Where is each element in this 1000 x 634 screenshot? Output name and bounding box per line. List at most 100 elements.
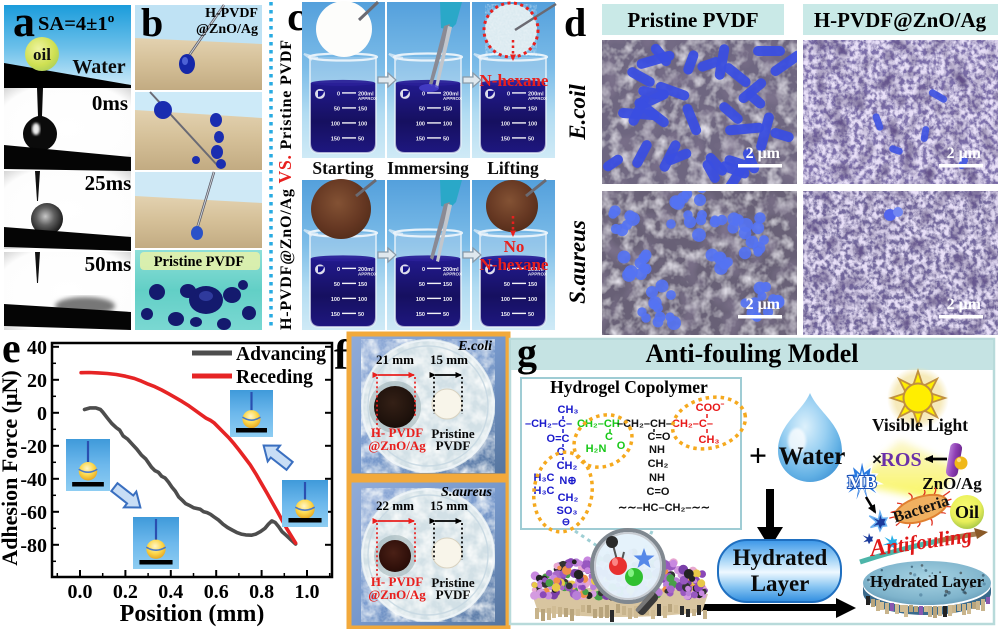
svg-text:PVDF: PVDF	[436, 587, 471, 602]
svg-text:APPROX: APPROX	[528, 271, 547, 276]
svg-text:APPROX: APPROX	[528, 96, 547, 101]
svg-text:C=O: C=O	[647, 486, 670, 498]
svg-text:20: 20	[27, 370, 47, 392]
svg-text:S.aureus: S.aureus	[565, 220, 590, 304]
svg-text:APPROX: APPROX	[443, 96, 462, 101]
svg-text:0: 0	[37, 403, 47, 425]
svg-text:NH: NH	[649, 444, 665, 456]
svg-text:0ms: 0ms	[92, 91, 128, 115]
svg-text:50: 50	[419, 282, 425, 288]
svg-text:0.6: 0.6	[204, 581, 229, 603]
svg-text:0: 0	[507, 267, 510, 273]
svg-text:150: 150	[443, 282, 452, 288]
svg-text:⊖: ⊖	[562, 517, 570, 528]
svg-text:SA=4±1º: SA=4±1º	[38, 13, 115, 35]
svg-text:0: 0	[422, 91, 425, 97]
svg-text:150: 150	[501, 136, 510, 142]
svg-text:@ZnO/Ag: @ZnO/Ag	[368, 438, 426, 453]
svg-text:100: 100	[358, 121, 367, 127]
svg-text:CH₂–C–: CH₂–C–	[672, 418, 713, 430]
svg-text:Hydrated Layer: Hydrated Layer	[870, 572, 984, 591]
svg-text:15 mm: 15 mm	[430, 498, 468, 513]
svg-text:1.0: 1.0	[295, 581, 320, 603]
svg-text:–CH₂–C–: –CH₂–C–	[525, 418, 572, 430]
svg-text:100: 100	[416, 121, 425, 127]
svg-text:Hydrated: Hydrated	[733, 545, 828, 570]
svg-text:SO₃: SO₃	[557, 505, 578, 517]
svg-text:200ml: 200ml	[528, 267, 544, 273]
svg-text:100: 100	[528, 121, 537, 127]
svg-text:21 mm: 21 mm	[376, 352, 414, 367]
svg-text:200ml: 200ml	[528, 91, 544, 97]
svg-text:Starting: Starting	[312, 158, 374, 178]
svg-text:100: 100	[331, 297, 340, 303]
svg-text:2 μm: 2 μm	[746, 145, 781, 162]
svg-text:c: c	[287, 0, 305, 39]
svg-text:Pristine PVDF: Pristine PVDF	[154, 254, 245, 270]
svg-text:COOˉ: COOˉ	[696, 402, 725, 414]
svg-text:N-hexane: N-hexane	[480, 255, 549, 274]
svg-text:150: 150	[528, 106, 537, 112]
svg-text:ZnO/Ag: ZnO/Ag	[922, 474, 982, 493]
svg-text:CH₂–CH: CH₂–CH	[577, 418, 620, 430]
svg-text:APPROX: APPROX	[358, 96, 377, 101]
svg-text:Layer: Layer	[751, 571, 810, 596]
svg-text:0: 0	[337, 267, 340, 273]
svg-text:50: 50	[419, 106, 425, 112]
svg-text:Anti-fouling Model: Anti-fouling Model	[645, 339, 858, 368]
svg-text:E.coli: E.coli	[457, 339, 492, 354]
svg-text:150: 150	[443, 106, 452, 112]
svg-text:100: 100	[443, 297, 452, 303]
svg-text:g: g	[517, 330, 537, 375]
svg-text:200ml: 200ml	[443, 91, 459, 97]
svg-text:0: 0	[507, 91, 510, 97]
svg-text:H-PVDF: H-PVDF	[205, 6, 258, 21]
svg-text:100: 100	[528, 297, 537, 303]
svg-text:100: 100	[358, 297, 367, 303]
svg-text:0.2: 0.2	[113, 581, 138, 603]
svg-text:f: f	[334, 333, 349, 379]
svg-text:Position (mm): Position (mm)	[120, 601, 265, 627]
svg-text:PVDF: PVDF	[436, 438, 471, 453]
svg-text:H-PVDF@ZnO/Ag VS. Pristine PVD: H-PVDF@ZnO/Ag VS. Pristine PVDF	[275, 39, 295, 330]
svg-text:15 mm: 15 mm	[430, 352, 468, 367]
svg-text:d: d	[564, 0, 586, 45]
svg-text:40: 40	[27, 337, 47, 359]
svg-text:Hydrogel Copolymer: Hydrogel Copolymer	[550, 377, 708, 397]
svg-text:@ZnO/Ag: @ZnO/Ag	[196, 22, 258, 37]
svg-text:NH: NH	[649, 472, 665, 484]
svg-text:150: 150	[358, 106, 367, 112]
svg-text:C: C	[605, 431, 613, 443]
svg-text:S.aureus: S.aureus	[441, 485, 493, 500]
svg-text:-60: -60	[20, 502, 47, 524]
svg-text:2 μm: 2 μm	[947, 145, 982, 162]
svg-text:CH₂: CH₂	[558, 492, 579, 504]
svg-text:+: +	[749, 437, 767, 473]
svg-text:H-PVDF@ZnO/Ag: H-PVDF@ZnO/Ag	[814, 8, 987, 32]
svg-text:150: 150	[416, 312, 425, 318]
svg-text:-20: -20	[20, 436, 47, 458]
svg-text:N⊕: N⊕	[559, 475, 576, 487]
svg-text:100: 100	[501, 121, 510, 127]
svg-text:Water: Water	[72, 56, 125, 78]
svg-text:O: O	[617, 440, 626, 452]
svg-text:-40: -40	[20, 469, 47, 491]
svg-text:a: a	[13, 0, 35, 46]
svg-text:100: 100	[331, 121, 340, 127]
svg-text:–CH₂–CH–: –CH₂–CH–	[617, 418, 672, 430]
svg-text:50: 50	[443, 136, 449, 142]
svg-text:CH₃: CH₃	[699, 434, 720, 446]
svg-text:APPROX: APPROX	[358, 271, 377, 276]
svg-text:O: O	[557, 446, 566, 458]
svg-text:H- PVDF: H- PVDF	[371, 574, 423, 589]
svg-text:50: 50	[334, 282, 340, 288]
svg-text:Water: Water	[779, 443, 846, 470]
svg-text:∼∼–HC–CH₂–∼∼: ∼∼–HC–CH₂–∼∼	[618, 502, 710, 514]
svg-text:MB: MB	[848, 472, 877, 492]
svg-text:Oil: Oil	[955, 502, 979, 522]
svg-text:Immersing: Immersing	[387, 158, 469, 178]
svg-text:50: 50	[443, 312, 449, 318]
svg-text:200ml: 200ml	[358, 267, 374, 273]
svg-text:No: No	[504, 237, 525, 256]
svg-text:Pristine PVDF: Pristine PVDF	[627, 8, 758, 32]
